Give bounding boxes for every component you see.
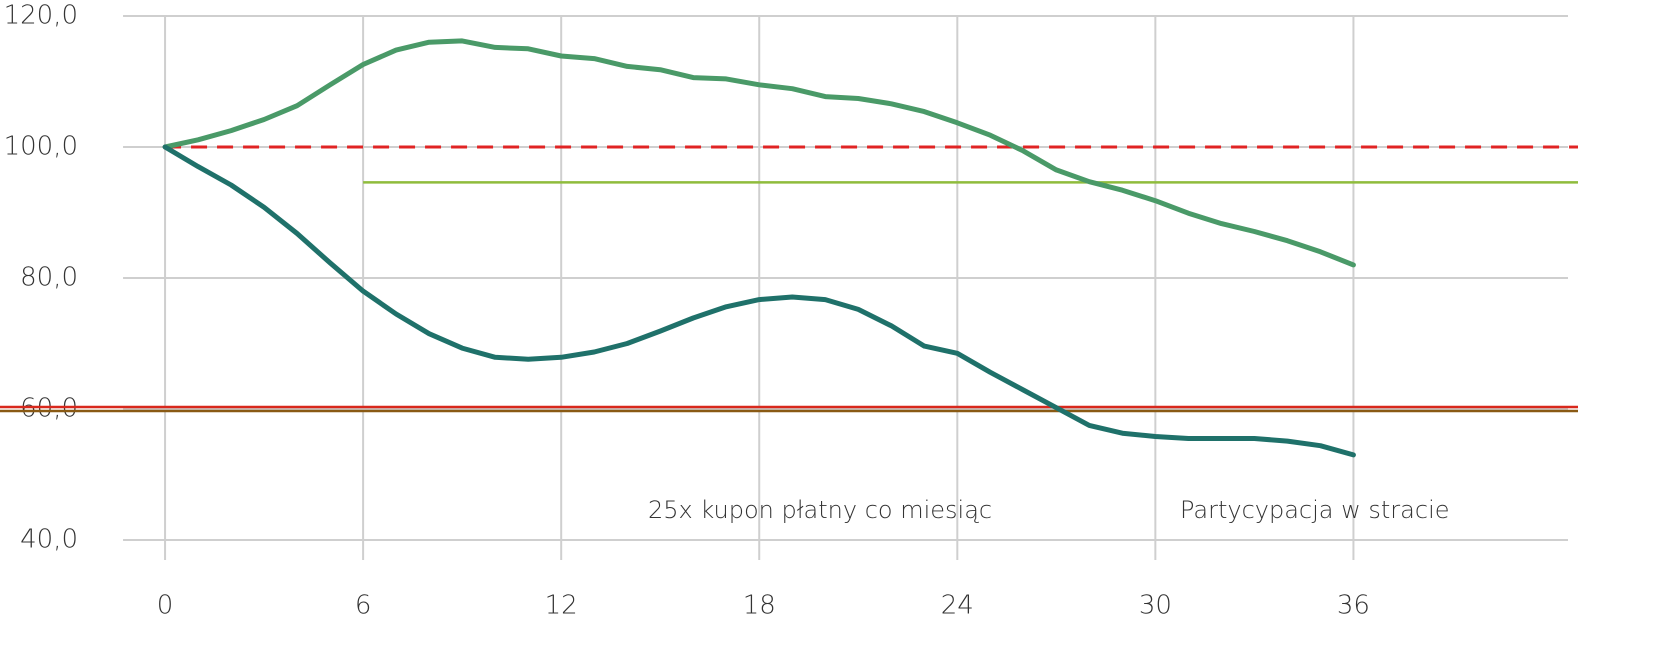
- series-line: [162, 144, 1356, 458]
- x-tick-label: 6: [355, 591, 372, 621]
- x-tick-label: 12: [545, 591, 578, 621]
- annotation: Partycypacja w stracie: [1180, 496, 1450, 524]
- y-tick-label: 40,0: [20, 525, 78, 555]
- x-tick-label: 0: [157, 591, 174, 621]
- x-tick-label: 24: [941, 591, 974, 621]
- y-tick-label: 120,0: [4, 1, 78, 31]
- annotation: 25x kupon płatny co miesiąc: [648, 496, 992, 524]
- y-tick-label: 100,0: [4, 132, 78, 162]
- series-line: [162, 38, 1356, 268]
- x-tick-label: 36: [1337, 591, 1370, 621]
- x-tick-label: 18: [743, 591, 776, 621]
- y-tick-label: 60,0: [20, 394, 78, 424]
- y-tick-label: 80,0: [20, 263, 78, 293]
- x-tick-label: 30: [1139, 591, 1172, 621]
